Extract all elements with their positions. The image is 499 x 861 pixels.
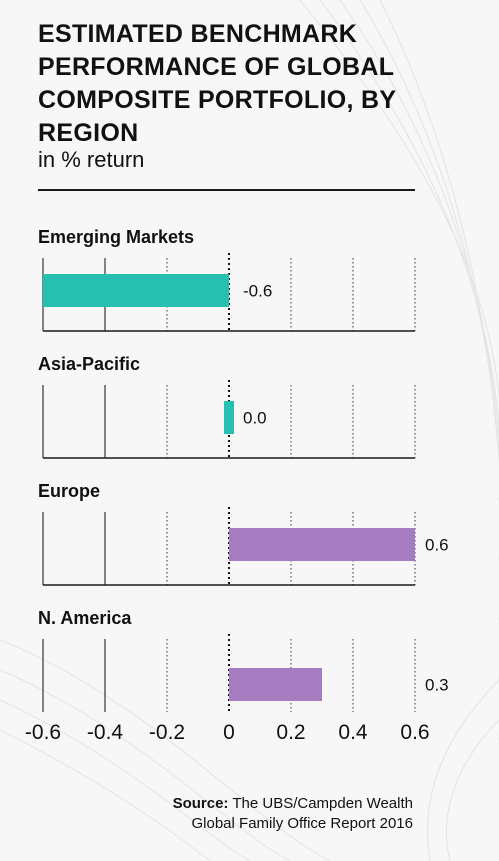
category-label: Europe [38,481,100,501]
x-tick-label: -0.2 [149,721,185,744]
chart-title: ESTIMATED BENCHMARK PERFORMANCE OF GLOBA… [38,20,396,147]
value-label: 0.3 [425,676,449,695]
value-label: -0.6 [243,282,272,301]
value-label: 0.6 [425,536,449,555]
category-label: N. America [38,608,132,628]
bar [224,401,234,434]
x-tick-label: 0.4 [338,721,368,744]
value-label: 0.0 [243,409,267,428]
category-label: Emerging Markets [38,227,194,247]
source-text-line2: Global Family Office Report 2016 [191,815,414,832]
bar [229,528,415,561]
x-tick-label: -0.4 [87,721,124,744]
chart-subtitle: in % return [38,147,145,172]
source-text-line1: The UBS/Campden Wealth [232,795,413,812]
bar-chart: Emerging Markets -0.6 Asia-Pacific 0.0 Europ… [25,227,449,744]
title-divider [38,189,415,191]
bar [229,668,322,701]
x-tick-label: -0.6 [25,721,61,744]
x-tick-label: 0.2 [276,721,305,744]
source-note: Source: The UBS/Campden Wealth Global Fa… [173,794,413,834]
bar [43,274,229,307]
source-label: Source: [172,795,229,812]
category-label: Asia-Pacific [38,354,140,374]
x-tick-label: 0.6 [400,721,429,744]
x-tick-label: 0 [223,721,235,744]
